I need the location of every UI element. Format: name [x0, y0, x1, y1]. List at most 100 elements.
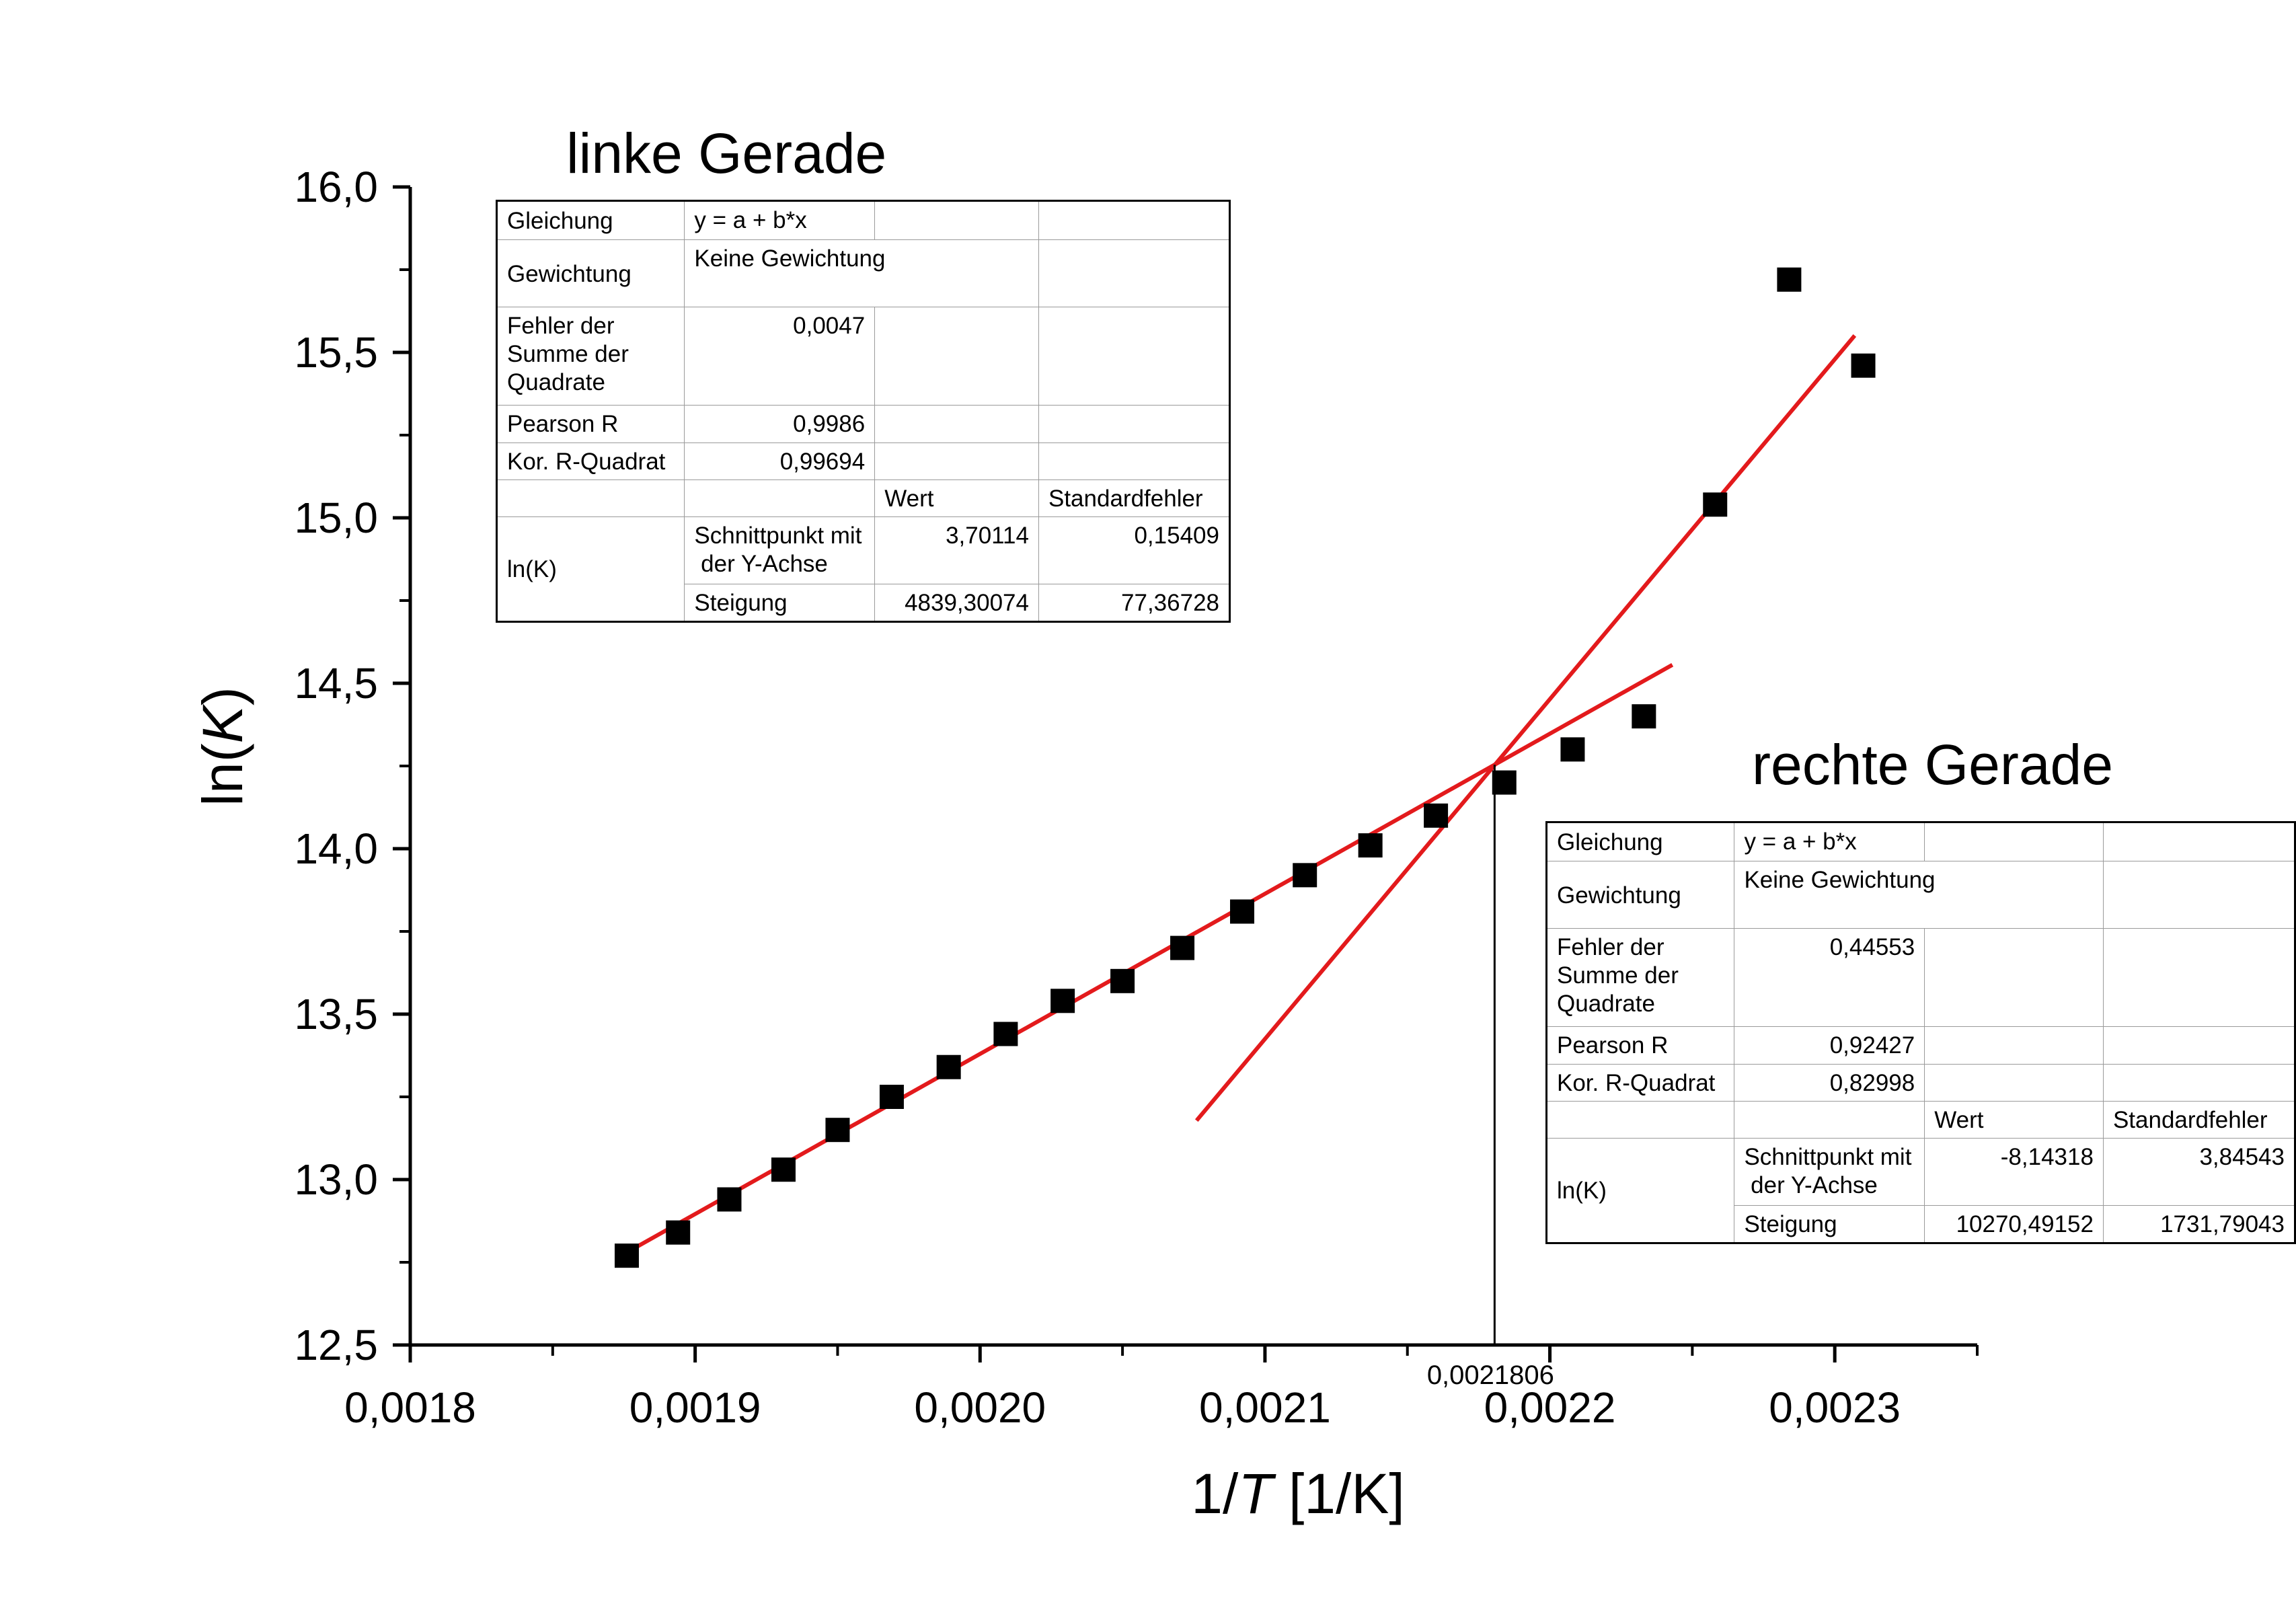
cell-empty [874, 443, 1039, 480]
cell-error-header: Standardfehler [2102, 1101, 2296, 1139]
cell-value-header: Wert [1924, 1101, 2104, 1139]
data-point [936, 1054, 961, 1079]
cell-intercept-error: 0,15409 [1038, 516, 1231, 584]
cell-empty [1924, 822, 2104, 861]
data-points [614, 267, 1876, 1268]
cell-pearson-label: Pearson R [1545, 1026, 1735, 1065]
y-tick-label: 12,5 [294, 1321, 378, 1369]
right-fit-title: rechte Gerade [1752, 733, 2113, 796]
cell-intercept-value: 3,70114 [874, 516, 1039, 584]
cell-empty [684, 479, 876, 517]
x-tick-label: 0,0023 [1769, 1383, 1901, 1432]
y-tick-label: 13,0 [294, 1155, 378, 1204]
cell-slope-label: Steigung [684, 584, 876, 622]
y-axis-label-close: ) [191, 687, 254, 705]
y-axis-label: ln(K) [191, 687, 254, 806]
cell-empty [1038, 200, 1231, 240]
x-axis-label-unit: [1/K] [1273, 1462, 1405, 1525]
y-tick-label: 13,5 [294, 990, 378, 1038]
cell-empty [874, 405, 1039, 443]
fit-lines: 0,0021806 [623, 334, 1857, 1390]
table-row: Steigung 10270,49152 1731,79043 [1547, 1205, 2296, 1243]
data-point [771, 1157, 796, 1182]
cell-adj-r2-label: Kor. R-Quadrat [496, 443, 685, 480]
cell-empty [2102, 1026, 2296, 1065]
cell-param-group: ln(K) [496, 516, 685, 622]
cell-sse: 0,0047 [684, 307, 876, 406]
cell-value-header: Wert [874, 479, 1039, 517]
cell-pearson: 0,9986 [684, 405, 876, 443]
table-row: Steigung 4839,30074 77,36728 [497, 584, 1231, 622]
table-row: Pearson R 0,92427 [1545, 1026, 2296, 1065]
intersection-label: 0,0021806 [1427, 1360, 1554, 1390]
cell-empty [1924, 928, 2104, 1027]
cell-empty [874, 307, 1039, 406]
table-row: Fehler der Summe der Quadrate 0,44553 [1545, 928, 2296, 1027]
cell-intercept-label: Schnittpunkt mit der Y-Achse [684, 516, 876, 584]
data-point [1170, 935, 1195, 960]
x-tick-label: 0,0018 [344, 1383, 476, 1432]
table-row: Wert Standardfehler [496, 479, 1231, 517]
data-point [1703, 492, 1728, 517]
data-point [1424, 803, 1449, 828]
data-point [666, 1220, 691, 1245]
y-tick-label: 15,5 [294, 328, 378, 377]
cell-empty [1924, 1026, 2104, 1065]
data-point [1777, 267, 1802, 292]
cell-slope-error: 77,36728 [1038, 584, 1231, 622]
x-tick-label: 0,0021 [1199, 1383, 1331, 1432]
y-tick-label: 14,5 [294, 659, 378, 707]
x-tick-label: 0,0022 [1484, 1383, 1616, 1432]
table-row: Fehler der Summe der Quadrate 0,0047 [496, 307, 1231, 406]
cell-adj-r2: 0,82998 [1734, 1064, 1925, 1102]
cell-weighting-label: Gewichtung [1545, 861, 1735, 929]
data-point [879, 1085, 904, 1109]
cell-slope-value: 4839,30074 [874, 584, 1039, 622]
table-row: Gleichung y = a + b*x [1545, 822, 2296, 861]
cell-adj-r2: 0,99694 [684, 443, 876, 480]
data-point [993, 1022, 1018, 1046]
table-row: ln(K) Schnittpunkt mit der Y-Achse 3,701… [496, 516, 1231, 622]
data-point [1632, 704, 1656, 729]
cell-param-group: ln(K) [1545, 1138, 1735, 1243]
y-tick-label: 16,0 [294, 163, 378, 211]
right-fit-table: Gleichung y = a + b*x Gewichtung Keine G… [1545, 821, 2296, 1244]
y-axis-label-italic: K [191, 703, 254, 743]
cell-weighting: Keine Gewichtung [684, 239, 1039, 307]
data-point [825, 1118, 850, 1143]
cell-equation-label: Gleichung [1545, 822, 1735, 861]
x-tick-label: 0,0020 [914, 1383, 1046, 1432]
cell-empty [1924, 1064, 2104, 1102]
cell-pearson: 0,92427 [1734, 1026, 1925, 1065]
x-tick-label: 0,0019 [629, 1383, 761, 1432]
data-point [1230, 899, 1255, 924]
data-point [1851, 353, 1876, 378]
cell-empty [1734, 1101, 1925, 1139]
left-fit-table: Gleichung y = a + b*x Gewichtung Keine G… [496, 200, 1231, 623]
cell-empty [1038, 239, 1231, 307]
cell-sse-label: Fehler der Summe der Quadrate [1545, 928, 1735, 1027]
cell-slope-error: 1731,79043 [2102, 1205, 2296, 1243]
cell-intercept-value: -8,14318 [1924, 1138, 2104, 1206]
cell-pearson-label: Pearson R [496, 405, 685, 443]
cell-weighting-label: Gewichtung [496, 239, 685, 307]
table-row: Gleichung y = a + b*x [496, 200, 1231, 240]
cell-intercept-label: Schnittpunkt mit der Y-Achse [1734, 1138, 1925, 1206]
table-row: ln(K) Schnittpunkt mit der Y-Achse -8,14… [1545, 1138, 2296, 1243]
cell-empty [1038, 405, 1231, 443]
cell-slope-label: Steigung [1734, 1205, 1925, 1243]
x-axis-label: 1/T [1/K] [1191, 1462, 1404, 1525]
cell-intercept-error: 3,84543 [2102, 1138, 2296, 1206]
data-point [614, 1243, 639, 1268]
cell-empty [874, 200, 1039, 240]
cell-weighting: Keine Gewichtung [1734, 861, 2104, 929]
data-point [1050, 989, 1075, 1013]
table-row: Gewichtung Keine Gewichtung [1545, 861, 2296, 929]
cell-empty [2102, 861, 2296, 929]
cell-empty [1038, 307, 1231, 406]
data-point [717, 1187, 742, 1212]
y-axis-label-main: ln( [191, 743, 254, 806]
fit-line [1194, 334, 1857, 1122]
table-row: Pearson R 0,9986 [496, 405, 1231, 443]
axes: 0,0018 0,0019 0,0020 0,0021 0,0022 0,0023 12,5… [294, 163, 1979, 1432]
